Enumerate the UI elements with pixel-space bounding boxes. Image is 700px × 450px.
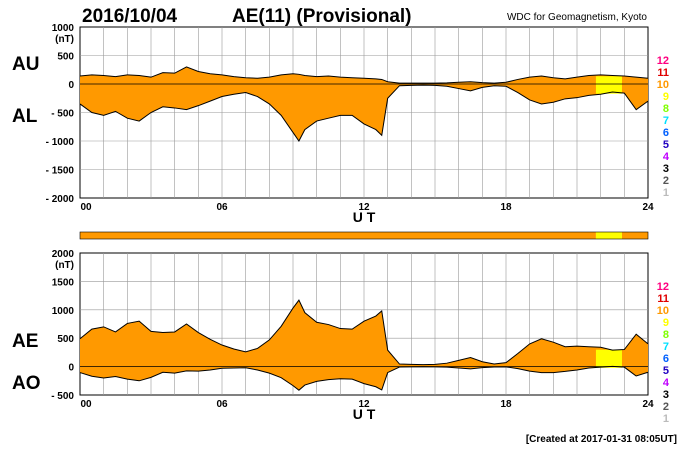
legend-entry: 10 <box>657 79 669 91</box>
highlight-window <box>595 349 622 368</box>
series-label-ao: AO <box>12 373 41 394</box>
legend-entry: 8 <box>663 103 669 115</box>
station-bar-segment <box>621 232 648 239</box>
x-axis-label: U T <box>353 209 376 225</box>
legend-entry: 1 <box>663 187 669 199</box>
legend-entry: 8 <box>663 329 669 341</box>
legend-entry: 3 <box>663 389 669 401</box>
series-line-al <box>79 84 649 142</box>
highlight-window <box>595 76 622 94</box>
organization-label: WDC for Geomagnetism, Kyoto <box>507 12 647 23</box>
y-tick-label: 2000 <box>52 249 75 260</box>
series-band <box>80 66 648 141</box>
x-axis-label: U T <box>353 406 376 422</box>
series-line-ao <box>79 365 649 391</box>
legend-entry: 5 <box>663 365 669 377</box>
series-line-ae <box>79 299 649 366</box>
legend-entry: 12 <box>657 55 669 67</box>
y-tick-label: - 500 <box>51 391 74 402</box>
y-tick-label: 1500 <box>52 277 75 288</box>
y-tick-label: 0 <box>68 363 74 374</box>
legend-entry: 5 <box>663 139 669 151</box>
station-count-bar <box>79 231 649 240</box>
legend-entry: 2 <box>663 175 669 187</box>
y-tick-label: 0 <box>68 80 74 91</box>
series-label-ae: AE <box>12 331 38 352</box>
index-title: AE(11) (Provisional) <box>232 6 412 27</box>
y-tick-label: 1000 <box>52 306 75 317</box>
station-bar-segment <box>595 232 622 239</box>
legend-entry: 11 <box>657 293 669 305</box>
legend-entry: 7 <box>663 115 669 127</box>
y-tick-label: - 500 <box>51 109 74 120</box>
x-tick-label: 00 <box>80 399 92 410</box>
series-band <box>80 300 648 391</box>
legend-entry: 9 <box>663 317 669 329</box>
legend-entry: 3 <box>663 163 669 175</box>
x-tick-label: 18 <box>500 202 512 213</box>
legend-entry: 1 <box>663 413 669 425</box>
legend-entry: 9 <box>663 91 669 103</box>
station-bar-frame <box>79 231 649 240</box>
series-label-au: AU <box>12 54 39 75</box>
y-unit-label: (nT) <box>55 34 74 45</box>
legend-entry: 7 <box>663 341 669 353</box>
x-tick-label: 06 <box>216 399 228 410</box>
station-bar-segment <box>80 232 596 239</box>
y-unit-label: (nT) <box>55 260 74 271</box>
x-tick-label: 24 <box>642 399 654 410</box>
x-tick-label: 00 <box>80 202 92 213</box>
y-tick-label: 1000 <box>52 23 75 34</box>
y-tick-label: - 2000 <box>46 194 75 205</box>
y-tick-label: 500 <box>57 334 74 345</box>
x-tick-label: 24 <box>642 202 654 213</box>
series-label-al: AL <box>12 106 38 127</box>
y-tick-label: - 1500 <box>46 166 75 177</box>
x-tick-label: 06 <box>216 202 228 213</box>
legend-entry: 12 <box>657 281 669 293</box>
legend-entry: 2 <box>663 401 669 413</box>
legend-entry: 4 <box>663 151 670 163</box>
y-tick-label: - 1000 <box>46 137 75 148</box>
legend-entry: 4 <box>663 377 670 389</box>
legend-entry: 10 <box>657 305 669 317</box>
x-tick-label: 12 <box>358 202 370 213</box>
series-line-au <box>79 66 649 84</box>
footer-created: [Created at 2017-01-31 08:05UT] <box>526 434 677 445</box>
x-tick-label: 18 <box>500 399 512 410</box>
legend-entry: 11 <box>657 67 669 79</box>
legend-entry: 6 <box>663 353 669 365</box>
date-title: 2016/10/04 <box>82 6 178 27</box>
x-tick-label: 12 <box>358 399 370 410</box>
y-tick-label: 500 <box>57 52 74 63</box>
legend-entry: 6 <box>663 127 669 139</box>
